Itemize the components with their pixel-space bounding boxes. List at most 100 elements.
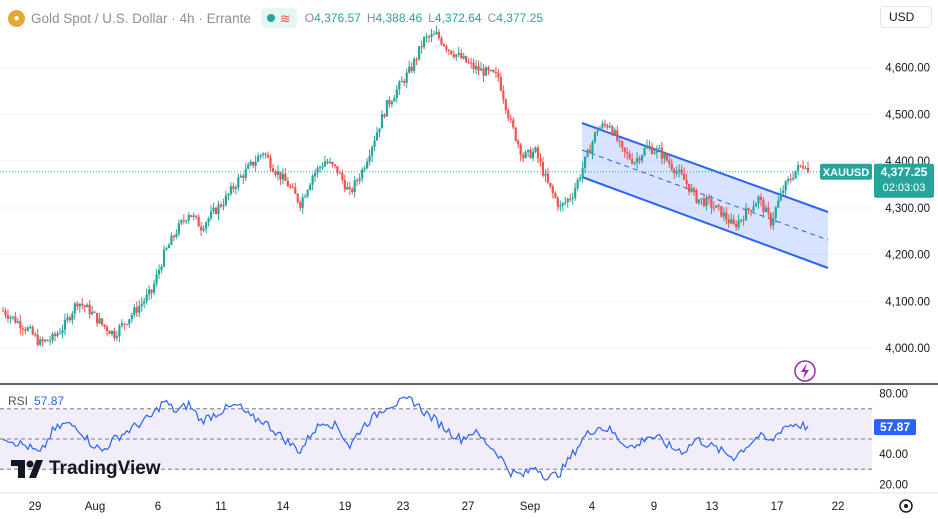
candle — [266, 151, 270, 159]
candle — [368, 149, 371, 166]
candle — [663, 151, 666, 164]
candle — [683, 167, 686, 180]
candle — [588, 144, 592, 154]
candle — [623, 147, 626, 158]
candle — [284, 167, 287, 182]
ohlc-high: H4,388.46 — [366, 11, 423, 25]
candle — [321, 162, 324, 170]
candle — [801, 160, 805, 170]
candle — [712, 201, 715, 212]
channel-upper-line[interactable] — [581, 122, 829, 213]
candle — [447, 48, 450, 56]
candle — [356, 177, 359, 186]
candle — [96, 312, 99, 327]
rsi-tick-label: 80.00 — [879, 389, 908, 401]
candle — [460, 48, 463, 60]
time-axis[interactable]: 29 Aug 6 11 14 19 23 27 Sep 4 9 13 17 22 — [29, 501, 845, 513]
candle — [648, 140, 651, 151]
candle — [482, 64, 485, 83]
candle — [29, 324, 32, 330]
candles — [1, 25, 810, 347]
time-tick-label: 19 — [339, 501, 352, 513]
candle — [489, 69, 493, 72]
candle — [752, 200, 755, 212]
candle — [9, 315, 12, 324]
candle — [286, 176, 289, 187]
candle — [306, 189, 309, 199]
channel-lower-line[interactable] — [581, 176, 829, 269]
market-status-pill[interactable]: ≋ — [260, 8, 297, 28]
candle — [73, 301, 76, 320]
candle — [628, 150, 631, 161]
candle — [388, 96, 391, 109]
time-tick-label: Sep — [520, 501, 540, 513]
candle — [618, 137, 621, 148]
candle — [148, 285, 151, 300]
candle — [289, 184, 292, 189]
candle — [257, 152, 260, 163]
candle — [123, 322, 126, 330]
currency-selector[interactable]: USD — [880, 6, 932, 28]
candle — [19, 315, 22, 335]
time-tick-label: Aug — [85, 501, 105, 513]
candle — [479, 62, 483, 71]
candle — [574, 182, 577, 201]
candle — [465, 55, 468, 64]
candle — [576, 177, 579, 192]
candle — [224, 190, 228, 207]
candle — [549, 182, 552, 189]
time-tick-label: 14 — [277, 501, 290, 513]
candle — [358, 173, 361, 185]
candle — [522, 152, 525, 163]
candle — [326, 158, 329, 165]
candle — [710, 195, 713, 215]
price-tag: XAUUSD 4,377.25 02:03:03 — [820, 163, 934, 198]
candle — [757, 194, 760, 209]
candle — [24, 326, 27, 335]
candle — [125, 323, 128, 326]
rsi-legend[interactable]: RSI 57.87 — [8, 394, 64, 408]
candle — [596, 126, 599, 136]
candle — [296, 193, 299, 205]
candle — [120, 319, 123, 328]
lightning-icon[interactable] — [794, 360, 816, 382]
candle — [492, 69, 495, 73]
descending-channel[interactable] — [581, 122, 829, 269]
candle — [484, 65, 488, 76]
candle — [222, 198, 225, 211]
candle — [81, 298, 84, 310]
candle — [561, 202, 564, 212]
candle — [249, 159, 252, 167]
symbol-title[interactable]: Gold Spot / U.S. Dollar · 4h · Errante — [31, 10, 251, 26]
candle — [366, 158, 369, 170]
chart-header: ● Gold Spot / U.S. Dollar · 4h · Errante… — [8, 7, 549, 29]
price-axis[interactable]: 4,600.004,500.004,400.004,300.004,200.00… — [885, 63, 930, 355]
candle — [370, 145, 374, 163]
candle — [83, 304, 86, 313]
candle — [261, 152, 265, 159]
candle — [779, 187, 782, 202]
candle — [157, 264, 161, 280]
candle — [799, 164, 802, 168]
candle — [566, 197, 569, 208]
candle — [343, 174, 346, 193]
gear-icon[interactable] — [899, 499, 913, 513]
candle — [744, 203, 748, 221]
candle — [611, 124, 614, 137]
candle — [626, 147, 629, 160]
candle — [445, 44, 448, 53]
time-tick-label: 4 — [589, 501, 596, 513]
candle — [105, 324, 109, 337]
tradingview-logo[interactable]: TradingView — [11, 458, 161, 480]
candle — [279, 171, 282, 186]
candle — [457, 46, 460, 58]
candle — [185, 219, 188, 225]
candle — [209, 205, 213, 221]
market-open-dot-icon — [266, 14, 275, 22]
candle — [432, 30, 436, 36]
candle — [378, 128, 381, 138]
candle — [351, 187, 354, 195]
candle — [774, 205, 777, 223]
candle — [462, 52, 465, 60]
